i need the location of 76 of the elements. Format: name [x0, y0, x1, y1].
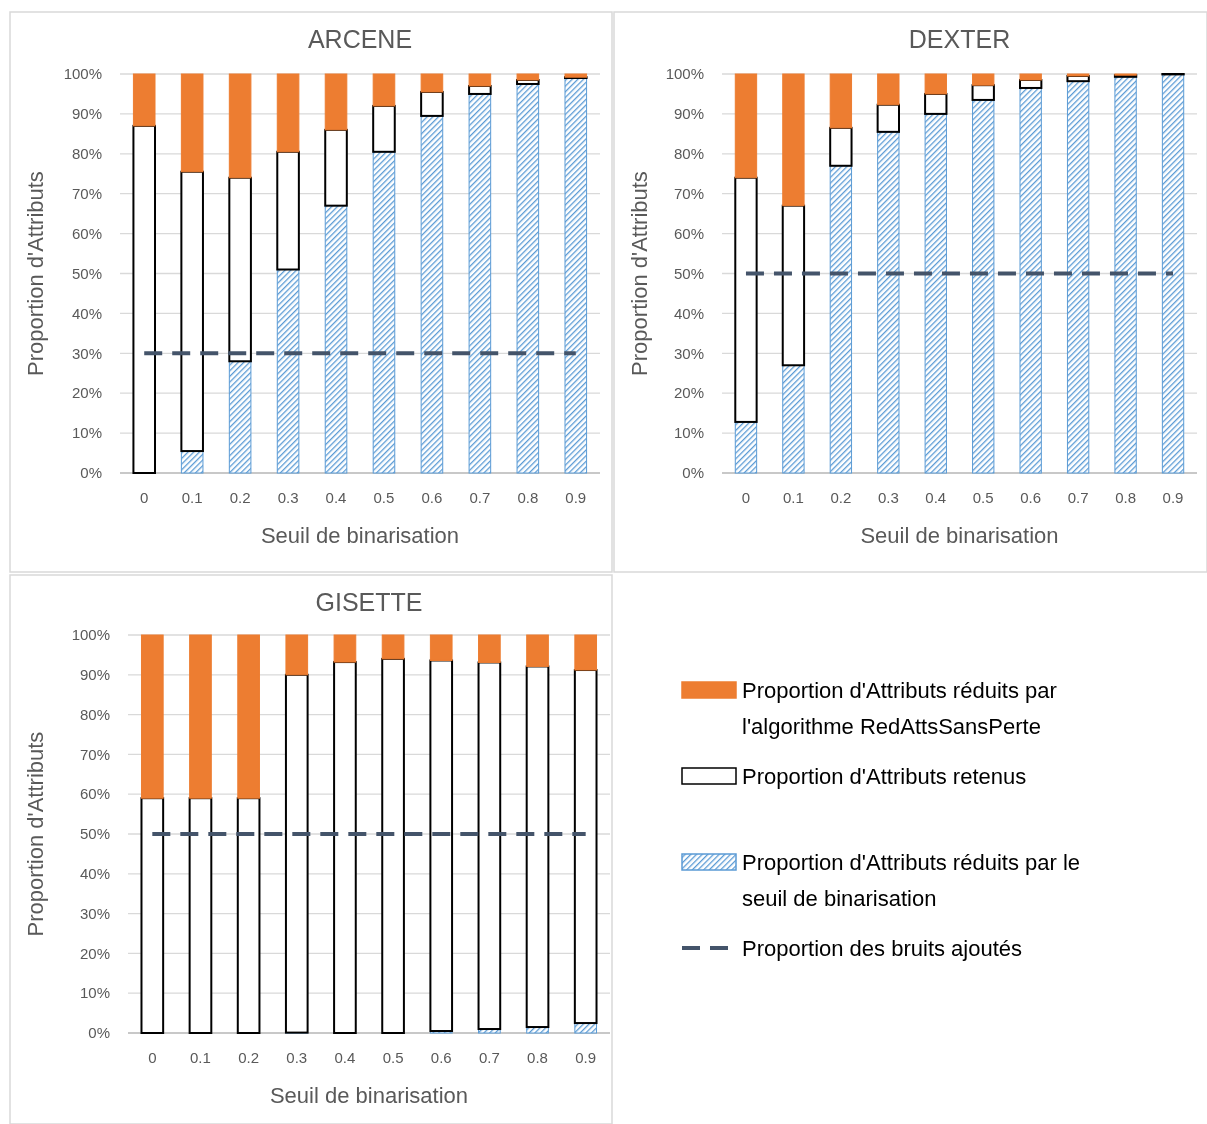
y-tick-label: 50%: [79, 825, 110, 843]
y-axis-title: Proportion d'Attributs: [627, 171, 652, 376]
y-tick-label: 10%: [71, 424, 102, 442]
y-tick-label: 90%: [673, 105, 704, 123]
x-axis-title: Seuil de binarisation: [269, 1083, 469, 1108]
y-tick-label: 70%: [673, 184, 704, 202]
x-tick-label: 0.5: [373, 489, 395, 506]
x-tick-label: 0.7: [478, 1049, 500, 1066]
x-tick-label: 0.3: [277, 489, 299, 506]
y-tick-label: 40%: [673, 304, 704, 322]
y-tick-label: 50%: [71, 264, 102, 282]
x-tick-label: 0.6: [1020, 489, 1042, 506]
x-tick-label: 0.8: [527, 1049, 548, 1066]
x-tick-label: 0: [741, 489, 751, 506]
x-tick-label: 0.3: [286, 1049, 308, 1066]
y-tick-label: 90%: [71, 105, 102, 123]
legend-label: Proportion d'Attributs réduits par le seuil de binarisation: [742, 849, 1081, 911]
x-tick-label: 0.7: [469, 489, 491, 506]
x-axis-title: Seuil de binarisation: [260, 523, 460, 548]
x-tick-label: 0.7: [1067, 489, 1089, 506]
x-tick-label: 0.6: [430, 1049, 452, 1066]
x-tick-label: 0.9: [575, 1049, 597, 1066]
x-tick-label: 0.2: [229, 489, 251, 506]
x-tick-label: 0.4: [334, 1049, 356, 1066]
y-tick-label: 30%: [79, 904, 110, 922]
chart-title: GISETTE: [315, 588, 423, 616]
y-axis-title: Proportion d'Attributs: [23, 171, 48, 376]
x-tick-label: 0.3: [877, 489, 899, 506]
x-tick-label: 0: [148, 1049, 157, 1066]
x-tick-label: 0.1: [782, 489, 804, 506]
y-tick-label: 30%: [71, 344, 102, 362]
x-tick-label: 0.4: [925, 489, 947, 506]
x-tick-label: 0.6: [421, 489, 443, 506]
y-tick-label: 20%: [673, 384, 704, 402]
x-tick-label: 0: [140, 489, 149, 506]
y-tick-label: 20%: [71, 384, 102, 402]
x-tick-label: 0.8: [517, 489, 539, 506]
y-tick-label: 0%: [80, 464, 102, 482]
y-tick-label: 60%: [673, 224, 704, 242]
y-tick-label: 70%: [71, 184, 102, 202]
y-tick-label: 60%: [71, 224, 102, 242]
y-tick-label: 80%: [79, 705, 110, 723]
y-tick-label: 100%: [665, 65, 704, 83]
y-tick-label: 60%: [79, 785, 110, 803]
y-tick-label: 50%: [673, 264, 704, 282]
y-tick-label: 0%: [88, 1024, 110, 1042]
x-tick-label: 0.4: [325, 489, 347, 506]
x-tick-label: 0.9: [1162, 489, 1184, 506]
x-axis-title: Seuil de binarisation: [860, 523, 1059, 548]
legend-label: Proportion des bruits ajoutés: [742, 935, 1023, 961]
x-tick-label: 0.2: [238, 1049, 260, 1066]
x-tick-label: 0.5: [382, 1049, 404, 1066]
y-tick-label: 30%: [673, 344, 704, 362]
x-tick-label: 0.2: [830, 489, 852, 506]
x-tick-label: 0.1: [181, 489, 203, 506]
y-tick-label: 40%: [71, 304, 102, 322]
y-tick-label: 20%: [79, 944, 110, 962]
y-tick-label: 10%: [79, 984, 110, 1002]
y-tick-label: 90%: [79, 666, 110, 684]
y-tick-label: 100%: [63, 65, 102, 83]
x-tick-label: 0.1: [190, 1049, 211, 1066]
y-tick-label: 10%: [673, 424, 704, 442]
y-tick-label: 100%: [71, 626, 110, 644]
y-axis-title: Proportion d'Attributs: [23, 731, 48, 937]
legend-label: Proportion d'Attributs réduits par l'algorithme RedAttsSansPerte: [742, 677, 1057, 739]
x-tick-label: 0.5: [972, 489, 994, 506]
chart-title: DEXTER: [908, 25, 1011, 53]
y-tick-label: 70%: [79, 745, 110, 763]
y-tick-label: 40%: [79, 865, 110, 883]
legend-label: Proportion d'Attributs retenus: [742, 763, 1027, 789]
y-tick-label: 80%: [71, 145, 102, 163]
x-tick-label: 0.9: [565, 489, 587, 506]
y-tick-label: 80%: [673, 145, 704, 163]
x-tick-label: 0.8: [1115, 489, 1137, 506]
y-tick-label: 0%: [682, 464, 704, 482]
chart-title: ARCENE: [307, 25, 413, 53]
